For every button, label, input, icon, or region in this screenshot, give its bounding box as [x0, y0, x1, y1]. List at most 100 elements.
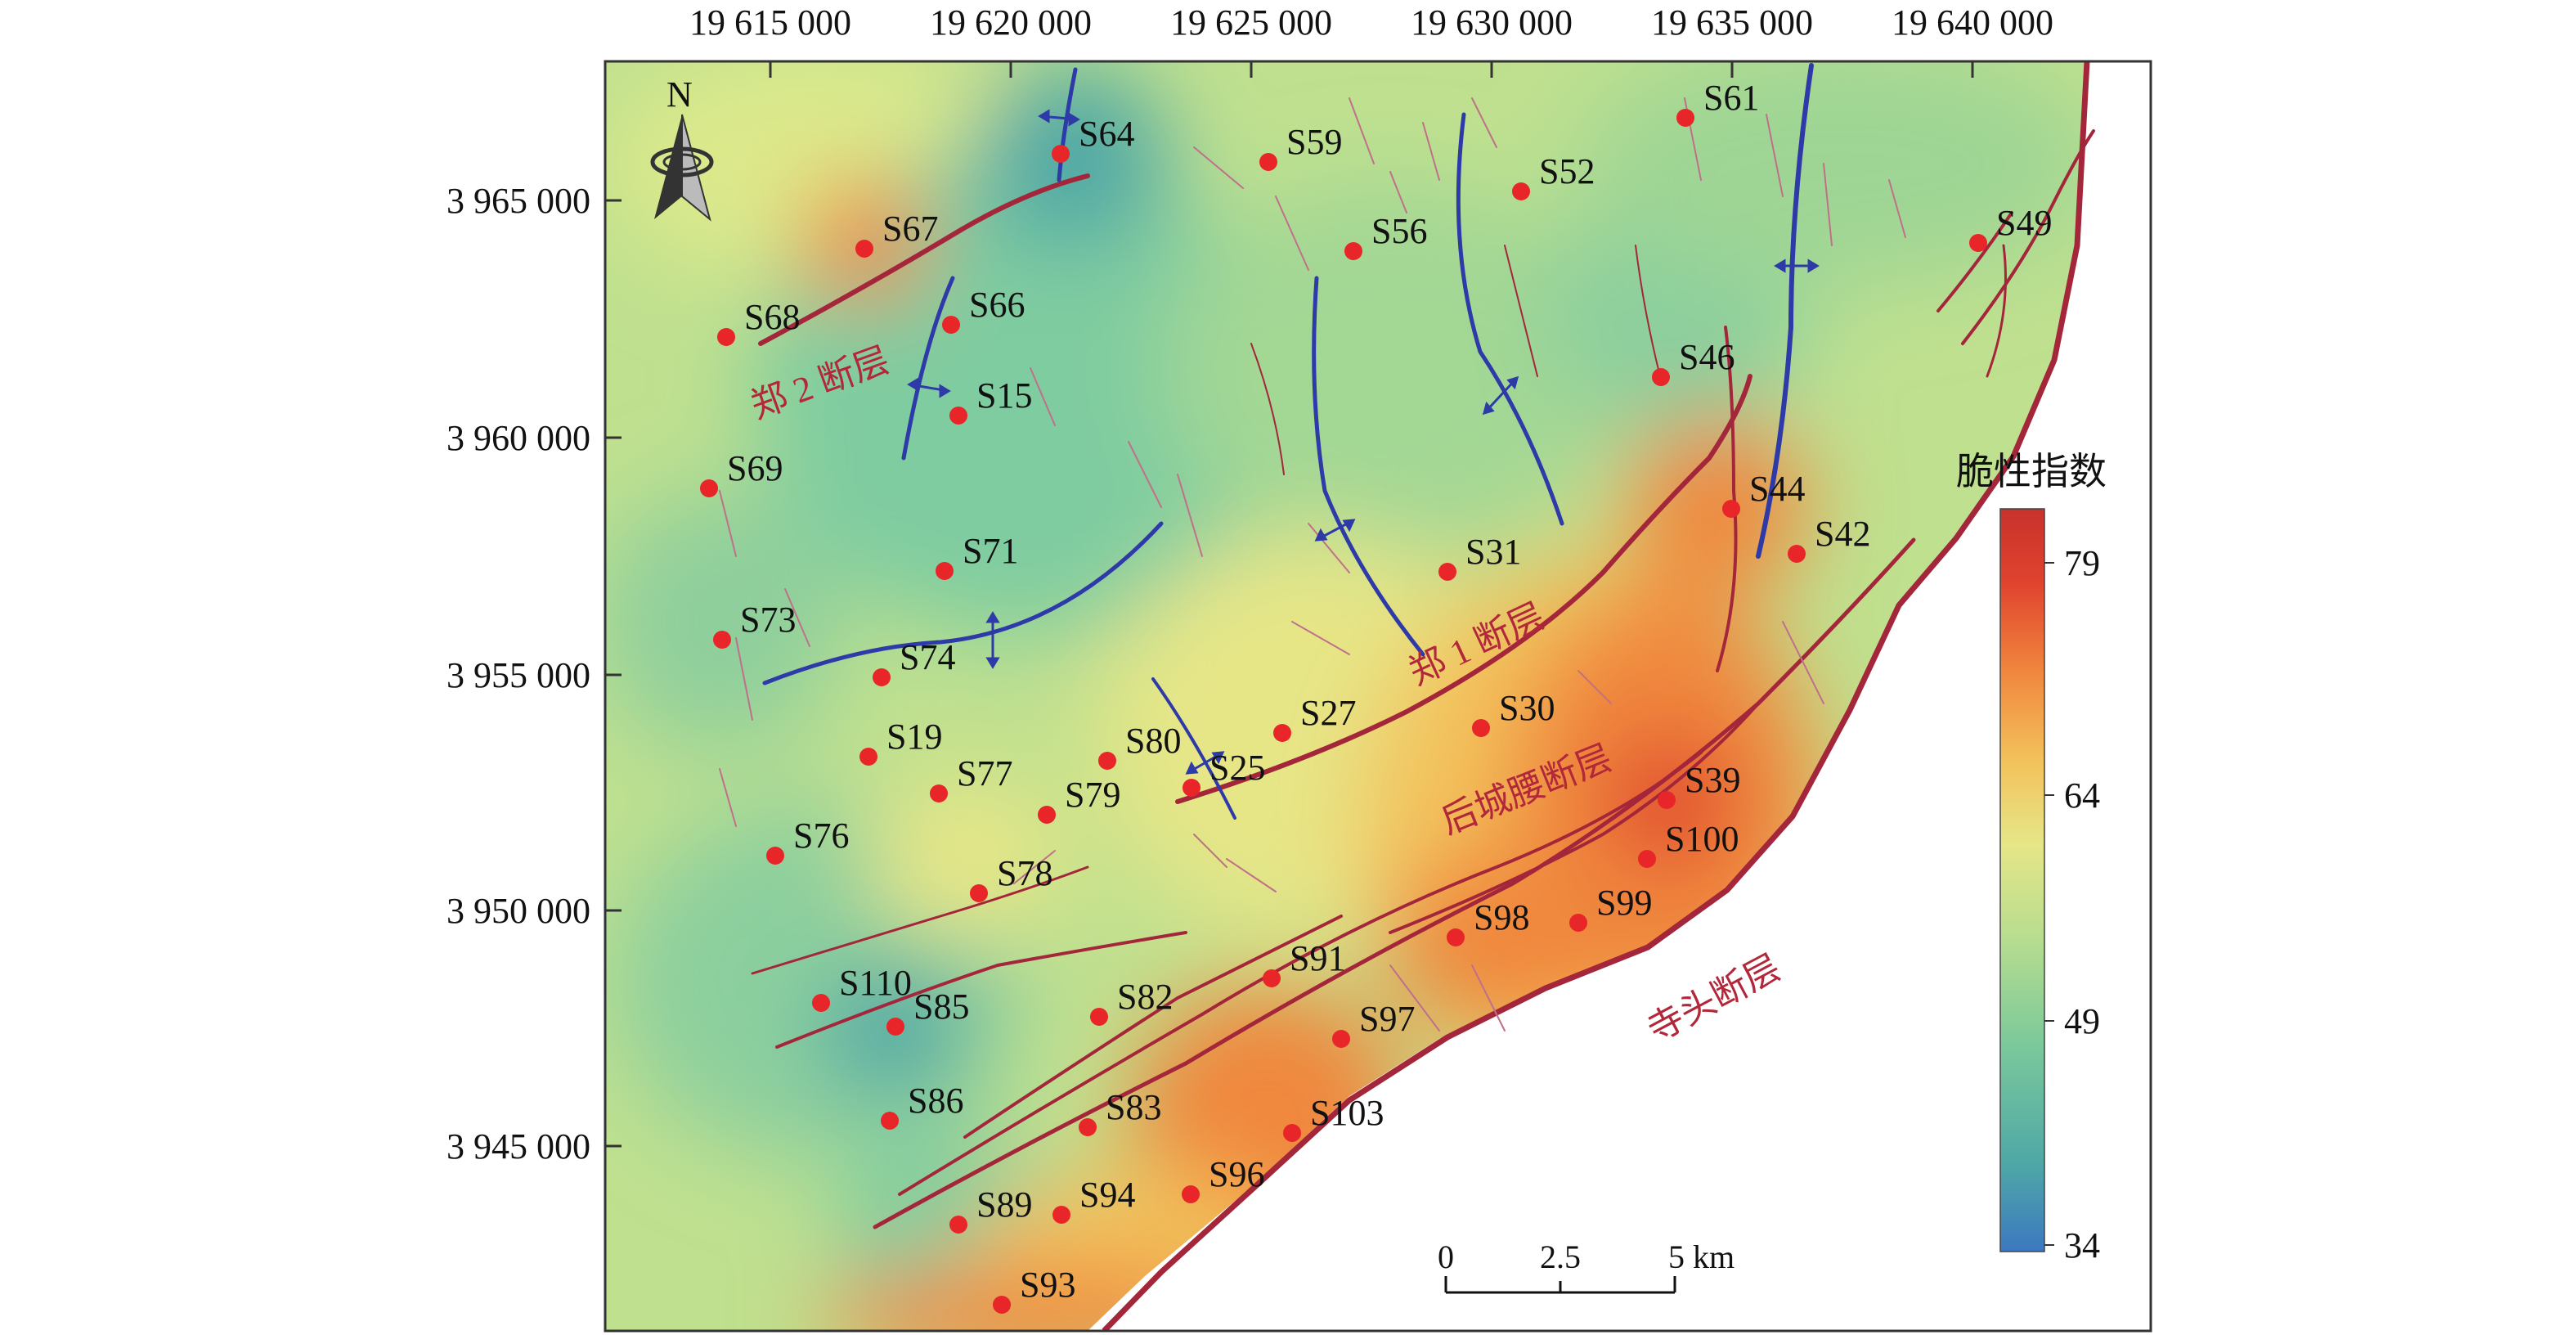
well-marker — [1472, 719, 1490, 737]
well-marker — [1283, 1124, 1301, 1142]
well-label: S66 — [969, 285, 1025, 325]
well-marker — [713, 631, 731, 649]
well-marker — [1569, 914, 1587, 932]
well-label: S110 — [839, 963, 912, 1003]
north-label: N — [666, 74, 693, 115]
x-tick-label: 19 625 000 — [1170, 2, 1332, 43]
legend-color-bar — [1999, 508, 2045, 1252]
y-tick-label: 3 945 000 — [447, 1126, 590, 1166]
well-label: S30 — [1499, 688, 1555, 728]
well-marker — [855, 240, 873, 258]
well-label: S100 — [1665, 819, 1739, 859]
well-marker — [1447, 928, 1465, 946]
well-marker — [1079, 1118, 1097, 1136]
well-marker — [1969, 234, 1987, 252]
well-label: S27 — [1300, 693, 1356, 733]
well-label: S73 — [740, 600, 796, 640]
x-tick-label: 19 615 000 — [689, 2, 851, 43]
scale-bar — [1444, 1276, 1676, 1294]
well-marker — [1098, 752, 1116, 770]
well-marker — [1052, 1206, 1070, 1224]
well-marker — [970, 884, 988, 902]
well-label: S42 — [1815, 514, 1870, 554]
well-label: S59 — [1286, 122, 1342, 162]
well-label: S25 — [1209, 748, 1265, 788]
scale-label-0: 0 — [1438, 1238, 1454, 1275]
well-marker — [1263, 969, 1281, 987]
well-marker — [1182, 1185, 1200, 1203]
fold-axes — [762, 63, 1814, 820]
y-tick-label: 3 965 000 — [447, 181, 590, 221]
map-frame — [604, 60, 2152, 1333]
x-tick-label: 19 640 000 — [1892, 2, 2053, 43]
well-label: S68 — [744, 297, 800, 337]
y-tick-label: 3 960 000 — [447, 418, 590, 458]
well-label: S96 — [1209, 1154, 1264, 1194]
well-marker — [993, 1296, 1011, 1314]
well-marker — [1788, 545, 1806, 563]
well-label: S69 — [727, 448, 783, 488]
well-marker — [942, 316, 960, 334]
well-label: S89 — [976, 1184, 1032, 1225]
well-marker — [873, 668, 891, 686]
well-marker — [881, 1112, 899, 1130]
fold-arrows — [907, 109, 1820, 775]
well-label: S82 — [1117, 977, 1173, 1017]
well-label: S97 — [1359, 999, 1415, 1039]
well-marker — [949, 1216, 967, 1234]
legend-tick-label: 49 — [2064, 1001, 2100, 1041]
well-label: S64 — [1079, 114, 1134, 154]
well-label: S19 — [886, 717, 942, 757]
well-label: S103 — [1310, 1093, 1384, 1133]
y-axis-ticks: 3 965 000 3 960 000 3 955 000 3 950 000 3 94… — [447, 181, 622, 1166]
well-label: S86 — [908, 1081, 963, 1121]
well-label: S52 — [1539, 151, 1595, 191]
well-label: S85 — [913, 987, 969, 1027]
legend-tick-label: 64 — [2064, 775, 2100, 816]
north-arrow-icon: N — [650, 74, 714, 222]
well-label: S15 — [976, 375, 1032, 416]
well-label: S93 — [1020, 1265, 1075, 1305]
legend-tick-label: 79 — [2064, 543, 2100, 583]
well-marker — [936, 562, 954, 580]
well-label: S31 — [1465, 532, 1521, 572]
well-marker — [886, 1018, 904, 1036]
x-axis-ticks: 19 615 000 19 620 000 19 625 000 19 630 000… — [689, 2, 2053, 78]
well-marker — [1259, 153, 1277, 171]
well-label: S80 — [1125, 721, 1181, 761]
well-marker — [1658, 791, 1676, 809]
well-marker — [717, 328, 735, 346]
scale-label-2-5: 2.5 — [1540, 1238, 1581, 1275]
well-label: S83 — [1106, 1087, 1161, 1127]
well-label: S76 — [793, 816, 849, 856]
scale-label-5km: 5 km — [1668, 1238, 1735, 1275]
well-label: S98 — [1474, 897, 1529, 937]
well-marker — [1344, 242, 1362, 260]
well-label: S71 — [963, 531, 1018, 571]
x-tick-label: 19 635 000 — [1651, 2, 1813, 43]
well-label: S91 — [1290, 938, 1345, 978]
well-marker — [859, 748, 877, 766]
well-label: S39 — [1685, 760, 1740, 800]
legend-title: 脆性指数 — [1956, 451, 2107, 492]
well-label: S49 — [1996, 203, 2052, 243]
well-marker — [812, 994, 830, 1012]
well-marker — [1273, 724, 1291, 742]
well-marker — [1638, 850, 1656, 868]
legend: 脆性指数 79 64 49 34 — [1956, 451, 2107, 1265]
well-label: S61 — [1703, 78, 1759, 118]
well-label: S94 — [1079, 1175, 1135, 1215]
legend-tick-label: 34 — [2064, 1225, 2100, 1265]
well-label: S74 — [900, 637, 955, 677]
well-label: S44 — [1749, 469, 1805, 509]
well-marker — [766, 847, 784, 865]
well-marker — [1438, 563, 1456, 581]
well-marker — [1512, 182, 1530, 200]
well-marker — [700, 479, 718, 497]
well-label: S78 — [997, 853, 1052, 893]
well-marker — [1676, 109, 1694, 127]
well-label: S46 — [1679, 337, 1735, 377]
legend-ticks: 79 64 49 34 — [2044, 543, 2100, 1265]
well-marker — [949, 407, 967, 425]
